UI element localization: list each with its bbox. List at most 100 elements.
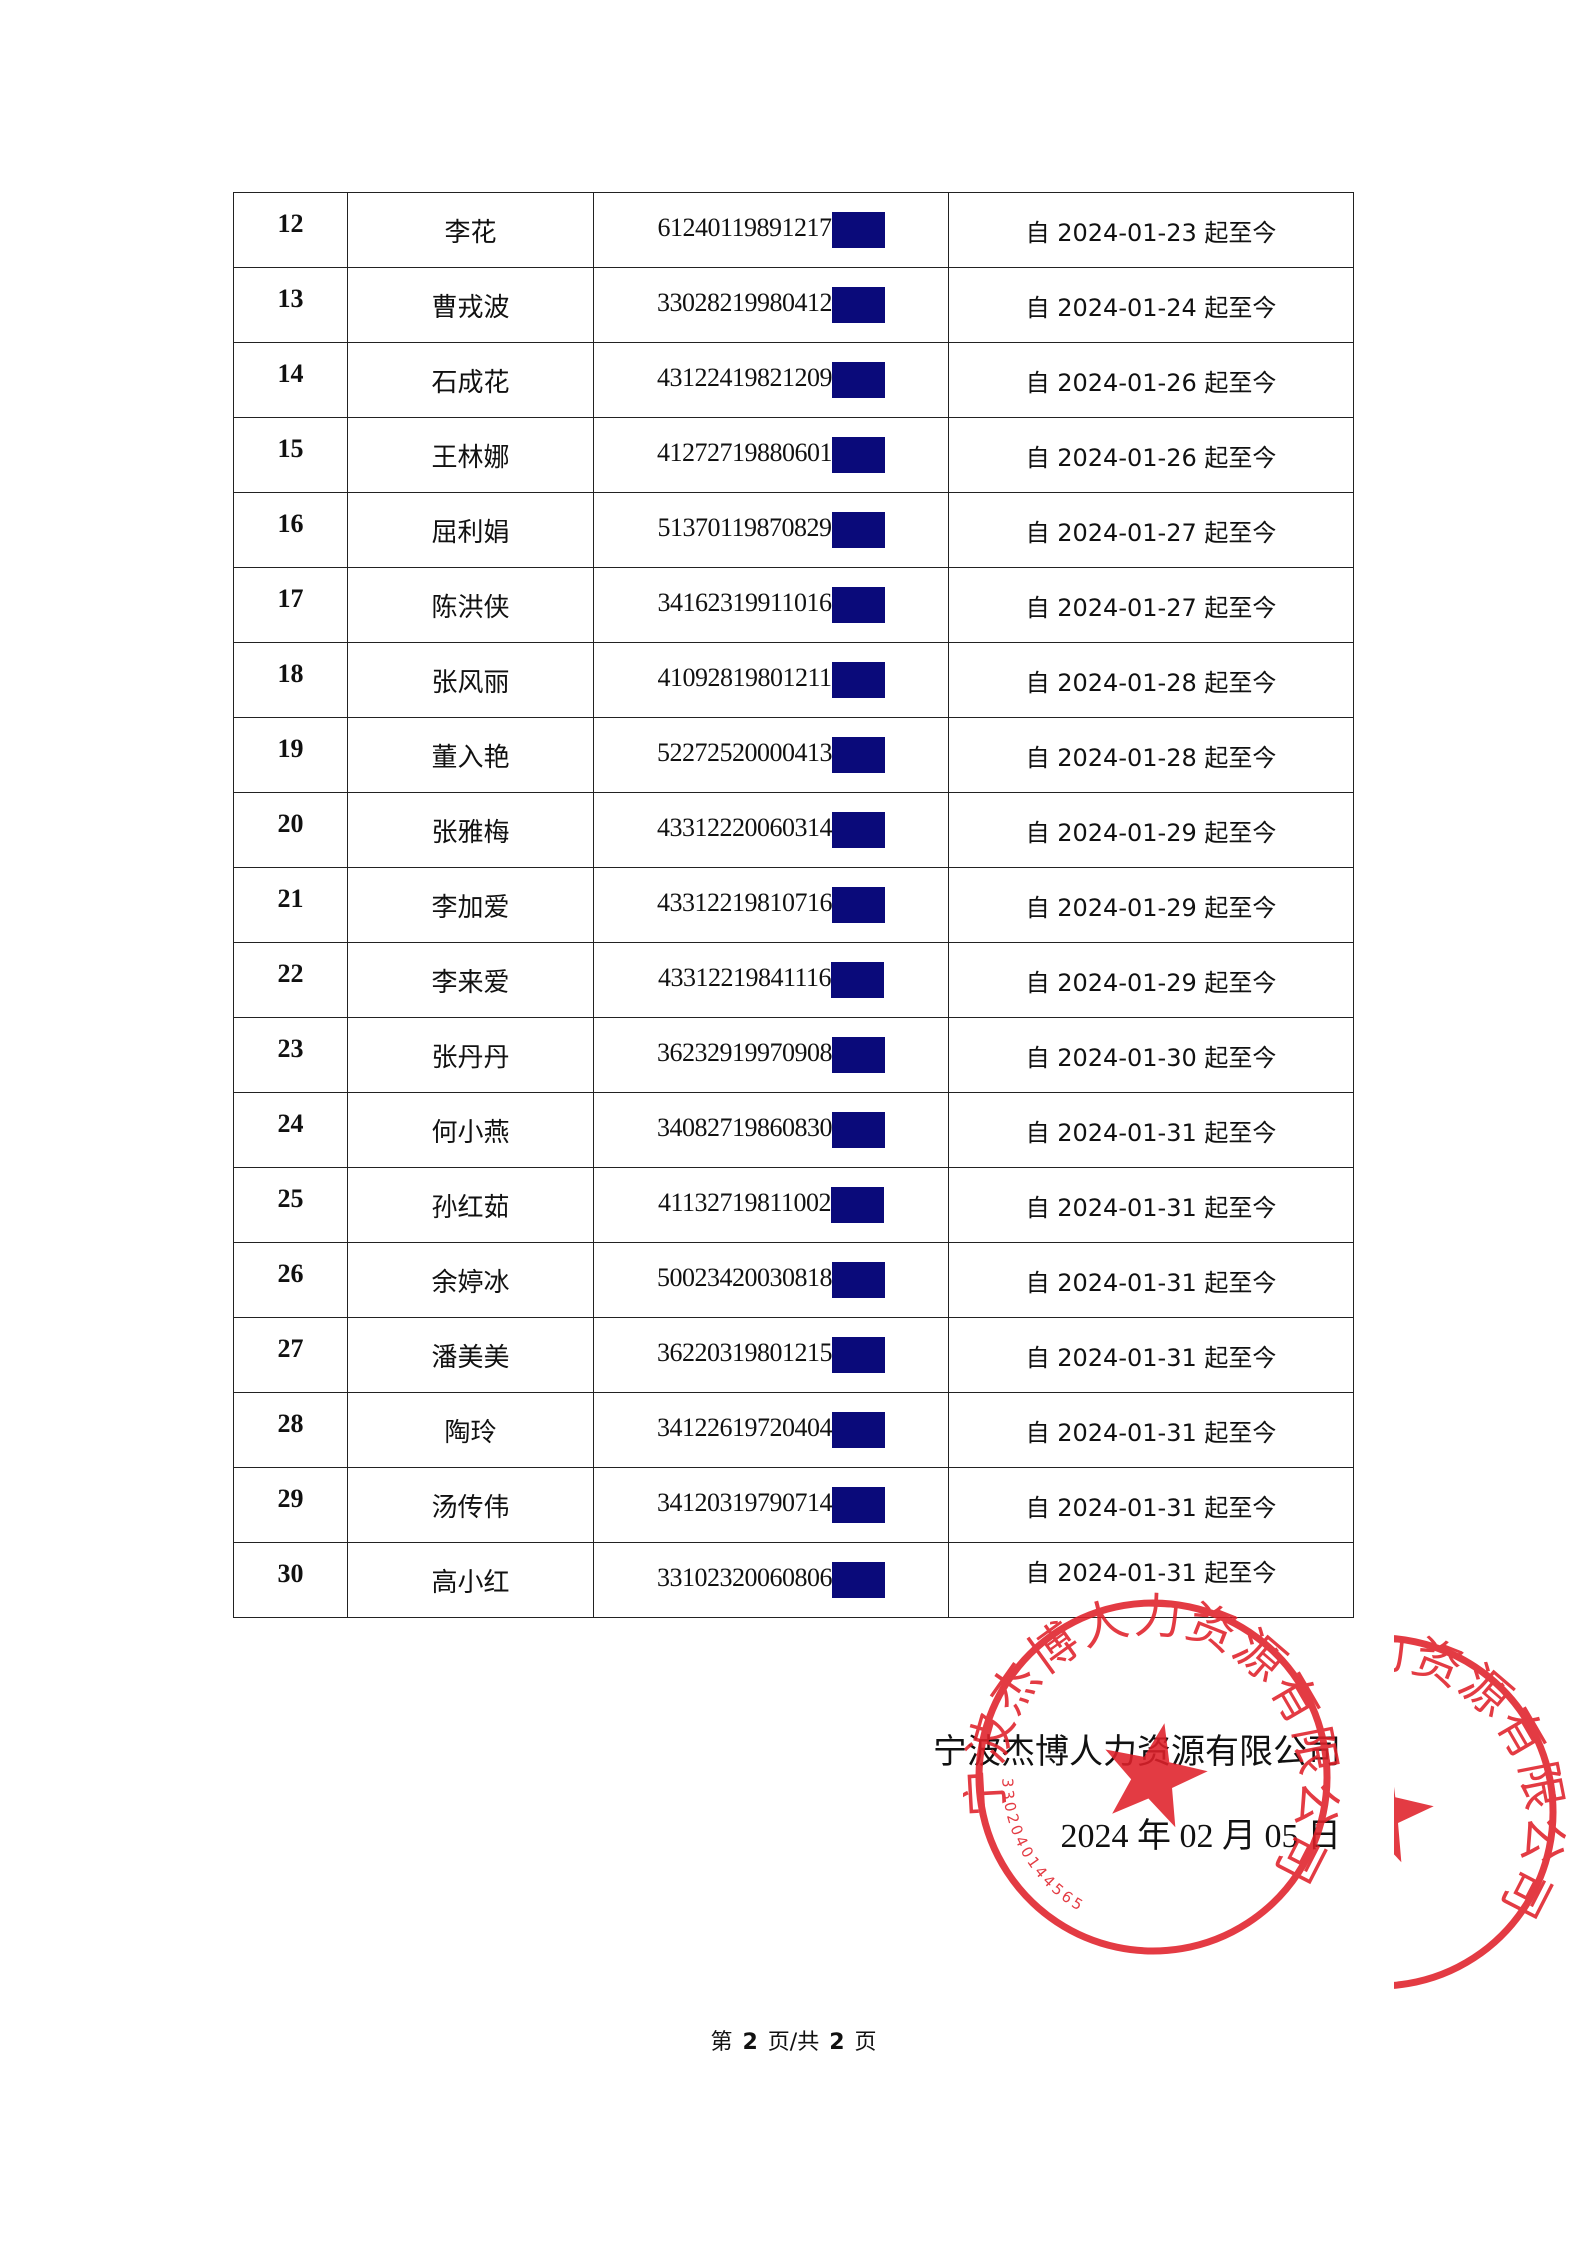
table-row: 14 石成花 43122419821209 自 2024-01-26 起至今 [233, 342, 1354, 418]
id-number-cell: 41092819801211 [593, 642, 949, 718]
employment-period: 自 2024-01-24 起至今 [948, 267, 1354, 343]
employee-name: 石成花 [347, 342, 594, 418]
id-number: 33102320060806 [657, 1562, 833, 1592]
employee-name: 张风丽 [347, 642, 594, 718]
table-row: 18 张风丽 41092819801211 自 2024-01-28 起至今 [233, 642, 1354, 718]
employee-name: 屈利娟 [347, 492, 594, 568]
employment-period: 自 2024-01-31 起至今 [948, 1542, 1354, 1618]
redaction-mask [832, 1487, 885, 1523]
row-number: 27 [233, 1317, 348, 1393]
employee-name: 何小燕 [347, 1092, 594, 1168]
employment-period: 自 2024-01-27 起至今 [948, 492, 1354, 568]
row-number: 29 [233, 1467, 348, 1543]
redaction-mask [832, 1562, 885, 1598]
row-number: 18 [233, 642, 348, 718]
employment-period: 自 2024-01-23 起至今 [948, 192, 1354, 268]
table-row: 27 潘美美 36220319801215 自 2024-01-31 起至今 [233, 1317, 1354, 1393]
redaction-mask [832, 1037, 885, 1073]
redaction-mask [832, 1262, 885, 1298]
id-number-cell: 36220319801215 [593, 1317, 949, 1393]
table-row: 23 张丹丹 36232919970908 自 2024-01-30 起至今 [233, 1017, 1354, 1093]
employee-name: 李花 [347, 192, 594, 268]
id-number-cell: 34162319911016 [593, 567, 949, 643]
employee-name: 张丹丹 [347, 1017, 594, 1093]
redaction-mask [831, 212, 885, 248]
table-row: 19 董入艳 52272520000413 自 2024-01-28 起至今 [233, 717, 1354, 793]
id-number: 52272520000413 [657, 737, 833, 767]
redaction-mask [832, 1112, 885, 1148]
company-seal-icon: 宁波杰博人力资源有限公司 3302040144565 [963, 1587, 1343, 1955]
row-number: 15 [233, 417, 348, 493]
row-number: 22 [233, 942, 348, 1018]
id-number: 43312220060314 [657, 812, 833, 842]
employee-name: 余婷冰 [347, 1242, 594, 1318]
id-number: 36220319801215 [657, 1337, 833, 1367]
id-number-cell: 43122419821209 [593, 342, 949, 418]
employee-name: 陶玲 [347, 1392, 594, 1468]
svg-text:宁波杰博人力资源有限公司: 宁波杰博人力资源有限公司 [1394, 1622, 1587, 1932]
employment-period: 自 2024-01-31 起至今 [948, 1092, 1354, 1168]
row-number: 13 [233, 267, 348, 343]
redaction-mask [831, 512, 885, 548]
table-row: 30 高小红 33102320060806 自 2024-01-31 起至今 [233, 1542, 1354, 1618]
id-number: 41272719880601 [657, 437, 833, 467]
id-number-cell: 51370119870829 [593, 492, 949, 568]
id-number: 34120319790714 [657, 1487, 833, 1517]
sign-date: 2024 年 02 月 05 日 [1060, 1818, 1342, 1855]
employee-name: 张雅梅 [347, 792, 594, 868]
employment-period: 自 2024-01-28 起至今 [948, 642, 1354, 718]
redaction-mask [832, 812, 885, 848]
id-number-cell: 34120319790714 [593, 1467, 949, 1543]
employment-period: 自 2024-01-29 起至今 [948, 942, 1354, 1018]
employment-period: 自 2024-01-26 起至今 [948, 342, 1354, 418]
id-number-cell: 61240119891217 [593, 192, 949, 268]
row-number: 25 [233, 1167, 348, 1243]
total-pages: 2 [829, 2030, 845, 2055]
id-number-cell: 34082719860830 [593, 1092, 949, 1168]
id-number-cell: 34122619720404 [593, 1392, 949, 1468]
id-number: 34162319911016 [657, 587, 832, 617]
employee-name: 汤传伟 [347, 1467, 594, 1543]
employment-period: 自 2024-01-29 起至今 [948, 867, 1354, 943]
employee-name: 曹戎波 [347, 267, 594, 343]
footer-middle: 页/共 [767, 2030, 820, 2055]
table-row: 21 李加爱 43312219810716 自 2024-01-29 起至今 [233, 867, 1354, 943]
id-number: 41132719811002 [657, 1187, 832, 1217]
redaction-mask [832, 1412, 885, 1448]
id-number-cell: 33028219980412 [593, 267, 949, 343]
table-row: 25 孙红茹 41132719811002 自 2024-01-31 起至今 [233, 1167, 1354, 1243]
redaction-mask [832, 737, 885, 773]
page-footer: 第 2 页/共 2 页 [0, 2024, 1587, 2056]
current-page: 2 [742, 2030, 758, 2055]
id-number: 43312219810716 [657, 887, 833, 917]
id-number-cell: 33102320060806 [593, 1542, 949, 1618]
id-number-cell: 43312219841116 [593, 942, 949, 1018]
id-number-cell: 52272520000413 [593, 717, 949, 793]
employee-name: 潘美美 [347, 1317, 594, 1393]
redaction-mask [831, 962, 885, 998]
table-row: 16 屈利娟 51370119870829 自 2024-01-27 起至今 [233, 492, 1354, 568]
id-number-cell: 43312220060314 [593, 792, 949, 868]
footer-suffix: 页 [854, 2030, 877, 2055]
employment-period: 自 2024-01-29 起至今 [948, 792, 1354, 868]
id-number: 34122619720404 [657, 1412, 833, 1442]
row-number: 17 [233, 567, 348, 643]
id-number: 41092819801211 [657, 662, 832, 692]
redaction-mask [832, 437, 885, 473]
table-row: 12 李花 61240119891217 自 2024-01-23 起至今 [233, 192, 1354, 268]
table-row: 13 曹戎波 33028219980412 自 2024-01-24 起至今 [233, 267, 1354, 343]
table-row: 20 张雅梅 43312220060314 自 2024-01-29 起至今 [233, 792, 1354, 868]
id-number-cell: 43312219810716 [593, 867, 949, 943]
redaction-mask [832, 362, 885, 398]
table-row: 29 汤传伟 34120319790714 自 2024-01-31 起至今 [233, 1467, 1354, 1543]
employee-name: 王林娜 [347, 417, 594, 493]
id-number: 61240119891217 [657, 212, 832, 242]
employee-table: 12 李花 61240119891217 自 2024-01-23 起至今 13 曹戎波 3… [233, 192, 1354, 1618]
row-number: 24 [233, 1092, 348, 1168]
table-row: 24 何小燕 34082719860830 自 2024-01-31 起至今 [233, 1092, 1354, 1168]
redaction-mask [831, 662, 885, 698]
employee-name: 董入艳 [347, 717, 594, 793]
employee-name: 李加爱 [347, 867, 594, 943]
row-number: 20 [233, 792, 348, 868]
row-number: 26 [233, 1242, 348, 1318]
